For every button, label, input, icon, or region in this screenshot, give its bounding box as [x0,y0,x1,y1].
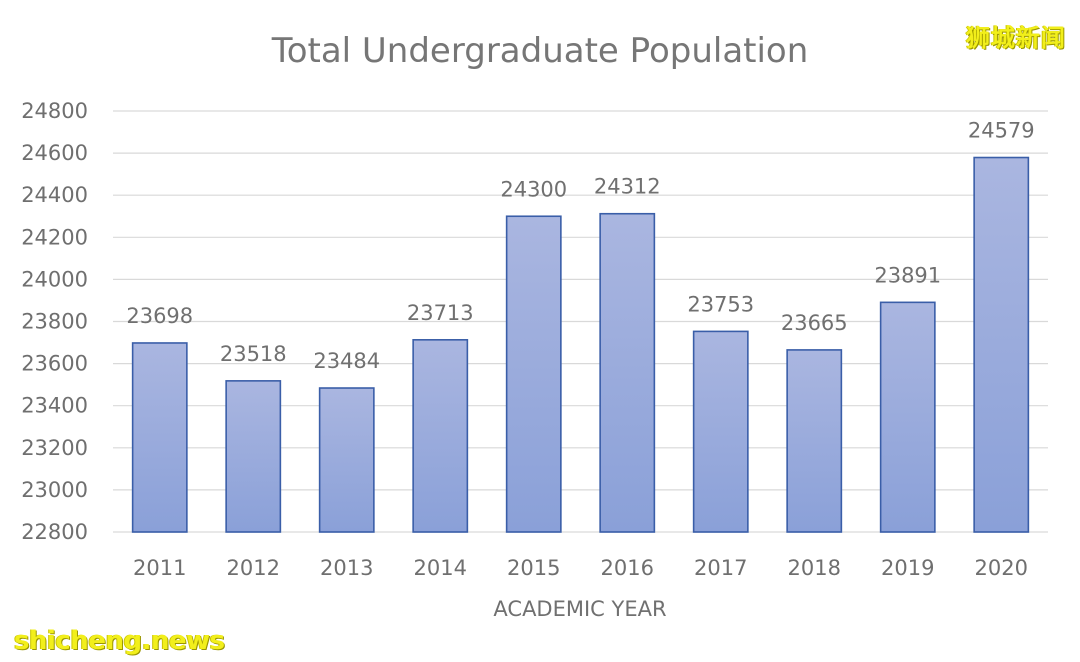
x-tick-label-2015: 2015 [507,556,560,580]
bar-2015 [505,215,562,533]
data-label-2012: 23518 [220,342,287,366]
y-tick-label: 24800 [21,99,88,123]
data-label-2017: 23753 [687,292,754,316]
data-label-2020: 24579 [968,119,1035,143]
data-label-2016: 24312 [594,175,661,199]
x-tick-label-2012: 2012 [227,556,280,580]
bar-2020 [973,156,1030,533]
y-tick-label: 22800 [21,520,88,544]
bar-2019 [879,301,936,533]
bar-2012 [225,380,282,533]
watermark-bottom-left: shicheng.news [14,626,225,656]
x-tick-label-2019: 2019 [881,556,934,580]
y-tick-label: 23600 [21,352,88,376]
data-label-2015: 24300 [500,177,567,201]
chart-title: Total Undergraduate Population [271,31,809,71]
y-tick-label: 24200 [21,225,88,249]
x-axis-title: ACADEMIC YEAR [493,597,666,621]
data-labels: 23698 23518 23484 23713 24300 24312 23753 23665… [126,119,1034,373]
x-tick-label-2011: 2011 [133,556,186,580]
x-tick-label-2013: 2013 [320,556,373,580]
bar-2016 [599,212,656,533]
x-tick-label-2016: 2016 [601,556,654,580]
data-label-2014: 23713 [407,301,474,325]
bar-2017 [692,330,749,533]
data-label-2011: 23698 [126,304,193,328]
data-label-2018: 23665 [781,311,848,335]
x-tick-label-2018: 2018 [788,556,841,580]
y-tick-label: 23800 [21,310,88,334]
y-tick-label: 23400 [21,394,88,418]
bar-2014 [412,339,469,533]
watermark-top-right: 狮城新闻 [966,24,1066,52]
x-axis-tick-labels: 2011 2012 2013 2014 2015 2016 2017 2018 2019 2020 [133,556,1028,580]
bar-2018 [786,349,843,533]
x-tick-label-2014: 2014 [414,556,467,580]
x-tick-label-2020: 2020 [975,556,1028,580]
bars [131,156,1030,533]
y-tick-label: 23000 [21,478,88,502]
x-tick-label-2017: 2017 [694,556,747,580]
bar-2013 [318,387,375,533]
bar-2011 [131,342,188,533]
data-label-2013: 23484 [313,349,380,373]
y-tick-label: 24000 [21,267,88,291]
data-label-2019: 23891 [874,263,941,287]
y-tick-label: 24600 [21,141,88,165]
y-tick-label: 23200 [21,436,88,460]
y-tick-label: 24400 [21,183,88,207]
y-axis-tick-labels: 22800 23000 23200 23400 23600 23800 24000 24200… [21,99,88,544]
